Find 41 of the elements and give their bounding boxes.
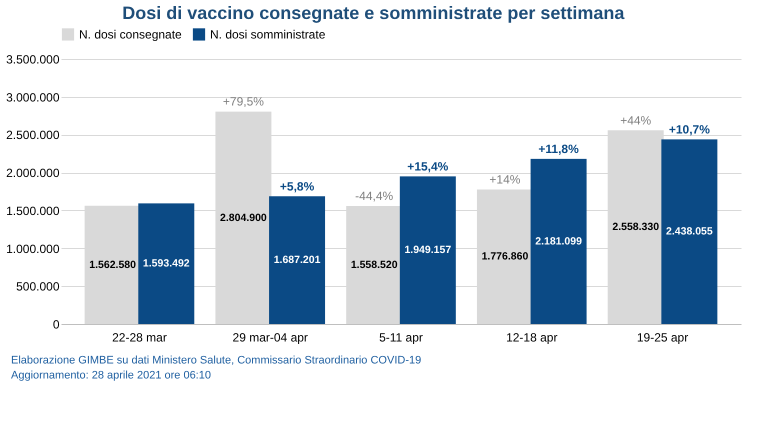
data-label: 1.776.860 — [482, 250, 528, 263]
annotation: +10,7% — [668, 122, 710, 136]
y-tick-label: 1.500.000 — [6, 204, 60, 218]
annotation: +11,8% — [538, 142, 580, 156]
bar — [138, 203, 194, 324]
text: Elaborazione GIMBE su dati Ministero Salute, Commissario Straordinario COVID-19 — [11, 354, 422, 366]
y-tick-label: 2.000.000 — [6, 166, 60, 180]
bar — [400, 176, 456, 324]
y-tick-label: 3.000.000 — [6, 90, 60, 104]
annotation: +44% — [620, 113, 652, 128]
data-label: 2.558.330 — [612, 221, 660, 234]
bar — [269, 196, 326, 324]
data-label: 1.558.520 — [350, 259, 398, 271]
data-label: 1.593.492 — [142, 258, 190, 270]
data-label: 1.562.580 — [89, 258, 136, 271]
annotation: +14% — [489, 172, 521, 186]
data-label: 1.687.201 — [274, 254, 321, 266]
data-label: 2.181.099 — [535, 235, 582, 248]
bar — [530, 158, 587, 324]
data-label: 1.949.157 — [404, 244, 452, 256]
x-tick-label: 29 mar-04 apr — [232, 330, 308, 344]
y-tick-label: 3.500.000 — [6, 52, 60, 66]
y-tick-label: 1.000.000 — [6, 242, 60, 256]
data-label: 2.804.900 — [220, 212, 267, 224]
annotation: +5,8% — [280, 179, 315, 194]
text: Aggiornamento: 28 aprile 2021 ore 06:10 — [11, 370, 211, 382]
x-tick-label: 19-25 apr — [636, 330, 688, 344]
chart-title: Dosi di vaccino consegnate e somministrate per settimana — [122, 3, 626, 23]
y-tick-label: 500.000 — [16, 280, 60, 294]
bar — [661, 139, 718, 324]
x-tick-label: 5-11 apr — [379, 330, 423, 344]
data-label: 2.438.055 — [666, 226, 713, 238]
x-tick-label: 12-18 apr — [506, 330, 558, 344]
y-tick-label: 0 — [52, 318, 60, 332]
legend-label: N. dosi somministrate — [210, 27, 326, 42]
legend-label: N. dosi consegnate — [79, 27, 182, 42]
y-tick-label: 2.500.000 — [6, 128, 60, 142]
annotation: -44,4% — [355, 189, 394, 203]
annotation: +79,5% — [222, 94, 264, 109]
x-tick-label: 22-28 mar — [112, 330, 167, 344]
annotation: +15,4% — [407, 159, 449, 174]
